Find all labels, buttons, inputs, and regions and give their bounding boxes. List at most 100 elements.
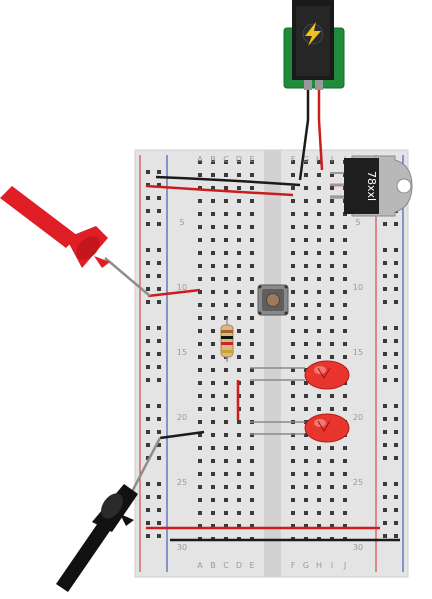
hole	[330, 524, 334, 528]
hole	[211, 290, 215, 294]
hole	[291, 225, 295, 229]
hole	[224, 433, 228, 437]
hole	[330, 238, 334, 242]
hole	[394, 508, 398, 512]
column-letter: H	[316, 155, 322, 164]
hole	[211, 212, 215, 216]
hole	[146, 339, 150, 343]
hole	[317, 446, 321, 450]
hole	[317, 264, 321, 268]
red-probe[interactable]	[0, 186, 151, 297]
hole	[330, 498, 334, 502]
column-letter: C	[223, 155, 229, 164]
resistor	[220, 318, 234, 362]
hole	[237, 420, 241, 424]
hole	[224, 407, 228, 411]
hole	[383, 430, 387, 434]
hole	[157, 456, 161, 460]
hole	[198, 433, 202, 437]
column-letter: D	[236, 155, 242, 164]
hole	[250, 446, 254, 450]
hole	[211, 264, 215, 268]
hole	[394, 222, 398, 226]
hole	[330, 264, 334, 268]
hole	[394, 300, 398, 304]
hole	[157, 183, 161, 187]
hole	[304, 407, 308, 411]
hole	[211, 251, 215, 255]
hole	[237, 459, 241, 463]
hole	[237, 277, 241, 281]
hole	[383, 300, 387, 304]
hole	[198, 251, 202, 255]
hole	[211, 186, 215, 190]
hole	[291, 342, 295, 346]
hole	[237, 186, 241, 190]
hole	[250, 511, 254, 515]
hole	[211, 368, 215, 372]
hole	[304, 277, 308, 281]
hole	[157, 508, 161, 512]
hole	[304, 381, 308, 385]
hole	[343, 303, 347, 307]
hole	[250, 329, 254, 333]
hole	[291, 511, 295, 515]
hole	[198, 212, 202, 216]
hole	[211, 420, 215, 424]
hole	[343, 498, 347, 502]
hole	[224, 199, 228, 203]
hole	[291, 303, 295, 307]
hole	[198, 277, 202, 281]
hole	[146, 417, 150, 421]
hole	[394, 365, 398, 369]
hole	[157, 521, 161, 525]
hole	[317, 238, 321, 242]
breadboard-holes	[146, 160, 398, 541]
hole	[211, 407, 215, 411]
hole	[304, 329, 308, 333]
hole	[224, 225, 228, 229]
hole	[383, 248, 387, 252]
hole	[224, 381, 228, 385]
hole	[383, 352, 387, 356]
hole	[343, 277, 347, 281]
hole	[146, 326, 150, 330]
lightning-bolt-icon	[305, 22, 321, 46]
regulator-label: 78xxl	[365, 171, 378, 201]
hole	[291, 446, 295, 450]
hole	[383, 508, 387, 512]
column-letter: A	[197, 561, 203, 570]
hole	[330, 290, 334, 294]
hole	[250, 433, 254, 437]
hole	[157, 300, 161, 304]
hole	[394, 287, 398, 291]
resistor-band-1	[221, 330, 233, 333]
hole	[317, 511, 321, 515]
hole	[317, 459, 321, 463]
hole	[383, 482, 387, 486]
row-number: 10	[353, 283, 363, 292]
hole	[224, 303, 228, 307]
black-probe[interactable]	[56, 437, 162, 592]
hole	[330, 342, 334, 346]
hole	[343, 446, 347, 450]
hole	[317, 212, 321, 216]
column-letter: I	[331, 561, 333, 570]
hole	[317, 303, 321, 307]
hole	[343, 355, 347, 359]
hole	[317, 485, 321, 489]
hole	[211, 433, 215, 437]
hole	[211, 446, 215, 450]
jack-black-wire	[298, 88, 310, 181]
column-letter: E	[249, 155, 254, 164]
probe-red-jumper	[147, 288, 201, 298]
hole	[330, 277, 334, 281]
resistor-band-4	[221, 350, 233, 353]
hole	[304, 264, 308, 268]
hole	[237, 303, 241, 307]
hole	[304, 225, 308, 229]
pushbutton[interactable]	[257, 284, 289, 316]
hole	[237, 446, 241, 450]
hole	[198, 173, 202, 177]
